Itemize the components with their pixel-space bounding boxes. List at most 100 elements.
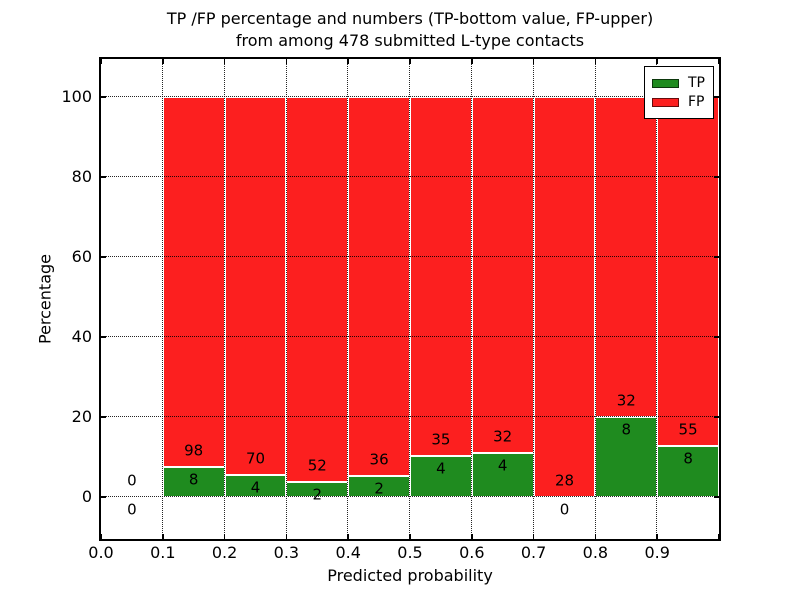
fp-color-swatch: [652, 97, 679, 107]
tp-count-label: 0: [127, 500, 137, 519]
x-tick-mark: [718, 534, 720, 539]
chart-title-line-1: TP /FP percentage and numbers (TP-bottom…: [166, 9, 654, 28]
fp-count-label: 55: [678, 420, 698, 439]
tp-count-label: 8: [683, 449, 693, 468]
y-tick-mark: [714, 176, 719, 178]
x-tick-label: 0.8: [582, 543, 609, 562]
y-tick-mark: [714, 416, 719, 418]
tp-count-label: 8: [621, 420, 632, 439]
y-tick-mark: [101, 416, 106, 418]
x-tick-mark: [532, 59, 535, 64]
tp-count-label: 0: [559, 500, 570, 519]
y-tick-mark: [714, 336, 719, 338]
x-tick-mark: [471, 534, 473, 539]
bar-segment-fp: [286, 97, 349, 483]
plot-area: TP FP 0 0 98 8 70 4 52 2 36 2 35 4 32 4 28 0 32 8 55 8: [99, 57, 721, 541]
fp-count-label: 32: [616, 391, 636, 410]
x-tick-mark: [100, 59, 102, 64]
x-tick-mark: [223, 59, 226, 64]
x-tick-mark: [409, 59, 411, 64]
x-gridline: [347, 59, 349, 539]
x-tick-label: 0.2: [211, 543, 238, 562]
x-tick-mark: [594, 534, 597, 539]
legend-entry-fp: FP: [652, 94, 705, 110]
legend-entry-tp: TP: [652, 75, 705, 91]
x-tick-mark: [162, 534, 164, 539]
x-gridline: [594, 59, 596, 539]
fp-count-label: 36: [369, 450, 389, 469]
bar-segment-tp: [595, 417, 658, 497]
y-tick-mark: [101, 256, 106, 258]
x-tick-mark: [532, 534, 535, 539]
x-tick-mark: [656, 534, 658, 539]
x-tick-mark: [162, 59, 164, 64]
tp-count-label: 2: [312, 485, 323, 504]
tp-count-label: 2: [374, 479, 384, 498]
x-tick-mark: [223, 534, 226, 539]
y-tick-label: 40: [71, 327, 92, 346]
x-tick-mark: [594, 59, 597, 64]
x-tick-label: 0.3: [273, 543, 300, 562]
x-tick-mark: [409, 534, 411, 539]
tp-count-label: 4: [250, 478, 261, 497]
fp-count-label: 0: [127, 471, 137, 490]
x-tick-mark: [347, 534, 349, 539]
bar-segment-fp: [348, 97, 410, 476]
y-tick-mark: [101, 176, 106, 178]
x-gridline: [223, 59, 225, 539]
y-tick-mark: [101, 336, 106, 338]
x-tick-mark: [718, 59, 720, 64]
x-tick-label: 0.6: [459, 543, 485, 562]
x-gridline: [409, 59, 411, 539]
x-gridline: [471, 59, 473, 539]
y-tick-label: 20: [71, 407, 92, 426]
y-tick-label: 60: [71, 247, 92, 266]
fp-count-label: 35: [431, 430, 451, 449]
fp-count-label: 70: [245, 449, 266, 468]
x-tick-label: 0.7: [520, 543, 547, 562]
bar-segment-fp: [410, 97, 472, 456]
y-tick-mark: [101, 496, 106, 498]
x-tick-label: 0.1: [150, 543, 176, 562]
x-gridline: [656, 59, 658, 539]
x-gridline: [285, 59, 287, 539]
tp-count-label: 8: [188, 470, 199, 489]
chart-title-line-2: from among 478 submitted L-type contacts: [235, 31, 585, 50]
x-tick-label: 0.9: [644, 543, 670, 562]
tp-count-label: 4: [436, 459, 446, 478]
fp-count-label: 32: [493, 427, 513, 446]
y-tick-mark: [714, 496, 719, 498]
y-tick-label: 100: [61, 87, 92, 106]
x-gridline: [532, 59, 534, 539]
x-tick-mark: [285, 59, 288, 64]
y-tick-mark: [714, 256, 719, 258]
y-tick-label: 80: [71, 167, 92, 186]
y-tick-mark: [714, 96, 719, 98]
fp-count-label: 52: [307, 456, 327, 475]
x-tick-label: 0.0: [88, 543, 114, 562]
x-tick-mark: [656, 59, 658, 64]
x-tick-mark: [285, 534, 288, 539]
bar-segment-fp: [162, 97, 225, 467]
tp-color-swatch: [652, 78, 679, 88]
bar-segment-fp: [224, 97, 287, 476]
legend: TP FP: [644, 66, 714, 119]
x-tick-mark: [471, 59, 473, 64]
x-gridline: [162, 59, 164, 539]
x-tick-label: 0.5: [397, 543, 423, 562]
x-tick-mark: [100, 534, 102, 539]
bar-segment-tp: [657, 446, 719, 497]
chart-title: TP /FP percentage and numbers (TP-bottom…: [101, 8, 719, 52]
y-tick-mark: [101, 96, 106, 98]
fp-count-label: 28: [554, 471, 575, 490]
legend-label-fp: FP: [688, 94, 705, 110]
x-tick-label: 0.4: [335, 543, 361, 562]
bar-segment-fp: [657, 97, 719, 447]
bar-segment-fp: [471, 97, 534, 453]
bar-segment-fp: [533, 97, 596, 497]
tp-count-label: 4: [497, 456, 508, 475]
fp-count-label: 98: [184, 441, 204, 460]
x-tick-mark: [347, 59, 349, 64]
legend-label-tp: TP: [688, 75, 705, 91]
